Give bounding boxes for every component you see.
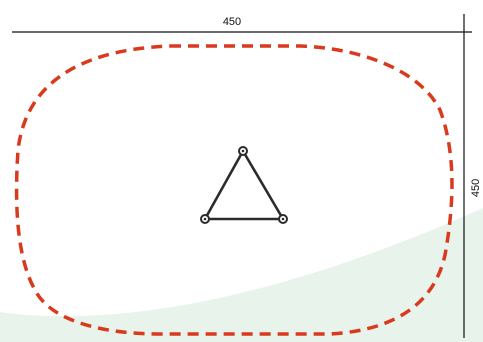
ground-area [0, 208, 483, 342]
safety-zone-outline [14, 44, 454, 336]
anchor-point-left [200, 214, 210, 224]
anchor-point-right [278, 214, 288, 224]
frame-outline [203, 149, 285, 221]
triangle-frame [200, 146, 288, 224]
width-dimension-label: 450 [223, 16, 241, 28]
anchor-point-top [238, 146, 248, 156]
height-dimension-label: 450 [470, 179, 482, 197]
